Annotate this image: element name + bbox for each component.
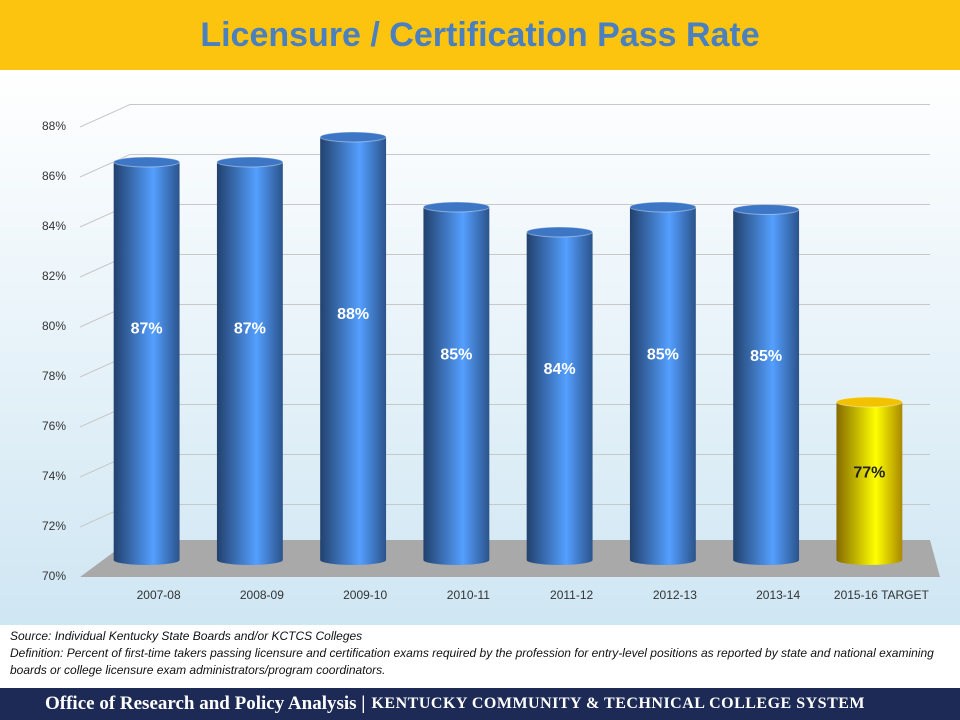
source-note: Source: Individual Kentucky State Boards… <box>10 629 363 643</box>
footer: Office of Research and Policy Analysis |… <box>0 688 960 720</box>
y-tick-label: 88% <box>42 119 66 133</box>
data-label: 85% <box>440 346 472 363</box>
chart: 70% 72% 74% 76% 78% 80% 82% 84% 86% 88% 2007-08 87%… <box>0 70 960 625</box>
bar-bottom <box>836 555 903 565</box>
chart-title: Licensure / Certification Pass Rate <box>200 15 760 54</box>
bar <box>423 207 490 560</box>
bar <box>629 207 696 560</box>
data-label: 77% <box>853 464 885 481</box>
bar <box>733 209 800 560</box>
bar <box>216 162 283 560</box>
x-tick-label: 2010-11 <box>447 588 490 602</box>
bar-top <box>319 131 387 143</box>
y-tick-label: 74% <box>42 469 66 483</box>
grid-line <box>79 104 930 128</box>
x-tick-label: 2011-12 <box>550 588 593 602</box>
bar-top <box>835 396 903 408</box>
bar <box>113 162 180 560</box>
data-label: 84% <box>544 361 576 378</box>
notes: Source: Individual Kentucky State Boards… <box>10 628 955 679</box>
data-label: 87% <box>234 320 266 337</box>
bar-bottom <box>216 555 283 565</box>
y-tick-label: 86% <box>42 169 66 183</box>
data-label: 87% <box>131 320 163 337</box>
system-name: KENTUCKY COMMUNITY & TECHNICAL COLLEGE S… <box>371 695 866 712</box>
y-tick-label: 84% <box>42 219 66 233</box>
y-tick-label: 76% <box>42 419 66 433</box>
bar-top <box>113 156 181 168</box>
bar-bottom <box>629 555 696 565</box>
bar-top <box>526 226 594 238</box>
bar-bottom <box>526 555 593 565</box>
data-label: 85% <box>647 346 679 363</box>
bar-top <box>629 201 697 213</box>
x-tick-label: 2015-16 TARGET <box>834 588 930 602</box>
bar <box>526 232 593 560</box>
x-tick-label: 2013-14 <box>756 588 800 602</box>
bar <box>836 402 903 560</box>
grid-line <box>79 154 930 178</box>
y-tick-label: 70% <box>42 569 66 583</box>
bar-bottom <box>113 555 180 565</box>
office-name: Office of Research and Policy Analysis | <box>45 693 366 714</box>
header: Licensure / Certification Pass Rate <box>0 0 960 70</box>
bar-top <box>422 201 490 213</box>
y-tick-label: 78% <box>42 369 66 383</box>
data-label: 88% <box>337 306 369 323</box>
x-tick-label: 2008-09 <box>240 588 284 602</box>
floor <box>80 540 940 577</box>
y-tick-label: 82% <box>42 269 66 283</box>
bar-top <box>216 156 284 168</box>
y-tick-label: 80% <box>42 319 66 333</box>
y-tick-label: 72% <box>42 519 66 533</box>
definition-note: Definition: Percent of first-time takers… <box>10 646 934 677</box>
bar-bottom <box>733 555 800 565</box>
x-tick-label: 2009-10 <box>343 588 387 602</box>
bar <box>320 137 387 560</box>
x-tick-label: 2012-13 <box>653 588 697 602</box>
x-tick-label: 2007-08 <box>137 588 181 602</box>
bar-bottom <box>320 555 387 565</box>
bar-bottom <box>423 555 490 565</box>
bar-top <box>732 204 800 215</box>
data-label: 85% <box>750 348 782 365</box>
